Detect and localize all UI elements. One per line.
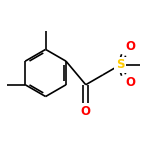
Text: O: O xyxy=(125,40,135,54)
Text: O: O xyxy=(125,76,135,90)
Text: S: S xyxy=(116,59,124,71)
Text: O: O xyxy=(81,105,91,118)
